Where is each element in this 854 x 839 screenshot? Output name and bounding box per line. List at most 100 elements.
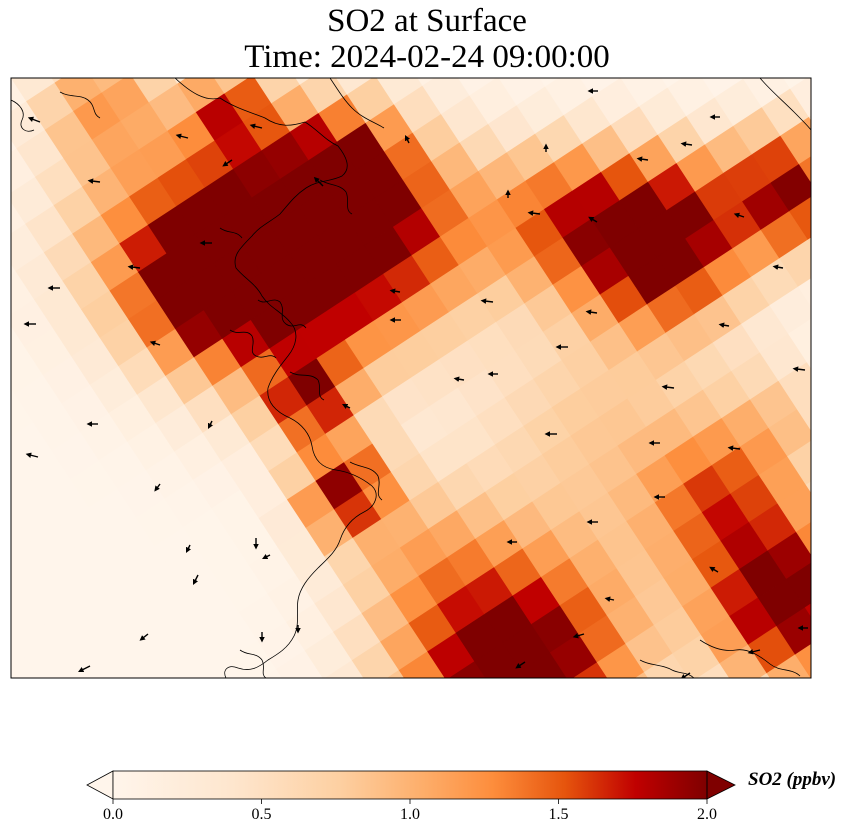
- so2-grid-cell: [770, 163, 811, 212]
- so2-grid-cell: [386, 669, 405, 678]
- colorbar-tick-1: 0.5: [251, 806, 272, 823]
- so2-grid-cell: [769, 286, 811, 335]
- wind-arrow: [185, 544, 192, 554]
- so2-grid-cell: [794, 644, 811, 678]
- wind-arrow: [453, 376, 465, 382]
- so2-grid-cell: [787, 440, 811, 486]
- so2-grid-cell: [768, 408, 811, 457]
- wind-arrow: [87, 178, 101, 184]
- wind-arrow: [604, 596, 615, 602]
- wind-arrow: [747, 649, 761, 655]
- wind-arrow: [572, 633, 585, 639]
- wind-arrow: [733, 212, 745, 219]
- so2-grid-cell: [398, 651, 446, 678]
- so2-grid-cell: [417, 78, 436, 87]
- wind-arrow: [77, 665, 91, 673]
- so2-grid-cell: [324, 659, 365, 678]
- so2-grid-cell: [200, 659, 243, 678]
- so2-grid-cell: [51, 78, 63, 84]
- so2-grid-cell: [295, 78, 312, 86]
- wind-arrow: [25, 452, 39, 458]
- so2-grid-cell: [457, 78, 498, 97]
- colorbar-tick-4: 2.0: [697, 806, 717, 823]
- so2-grid-cell: [766, 654, 811, 678]
- so2-grid-cell: [807, 237, 811, 245]
- wind-arrow: [404, 134, 411, 144]
- so2-grid-cell: [92, 78, 125, 94]
- wind-arrow: [175, 133, 189, 139]
- wind-arrow: [718, 322, 730, 328]
- so2-grid-cell: [783, 78, 808, 90]
- wind-arrow: [389, 288, 401, 294]
- map-frame: [10, 77, 812, 679]
- so2-grid-cell: [521, 652, 568, 678]
- so2-grid-cell: [798, 156, 811, 183]
- so2-grid-cell: [697, 662, 730, 678]
- wind-arrow: [636, 156, 649, 162]
- colorbar-tick-2: 1.0: [400, 806, 420, 823]
- wind-arrow: [527, 210, 541, 216]
- so2-grid-cell: [336, 78, 374, 96]
- so2-grid-cell: [14, 666, 39, 678]
- wind-arrow: [154, 483, 161, 492]
- so2-grid-cell: [789, 196, 811, 241]
- wind-arrow: [792, 366, 806, 372]
- so2-grid-cell: [767, 531, 811, 580]
- so2-grid-cell: [795, 522, 811, 555]
- so2-grid-cell: [448, 660, 486, 678]
- colorbar-max-extend: [706, 770, 736, 800]
- so2-grid-cell: [788, 318, 811, 363]
- wind-arrow: [772, 264, 784, 270]
- so2-grid-cell: [806, 359, 811, 369]
- wind-arrow: [585, 309, 598, 315]
- wind-arrow: [680, 672, 691, 678]
- wind-arrow: [149, 340, 161, 347]
- wind-arrow: [261, 553, 271, 560]
- wind-arrow: [313, 176, 324, 187]
- colorbar-tick-3: 1.5: [548, 806, 569, 823]
- wind-arrow: [515, 661, 526, 669]
- so2-grid-cell: [779, 239, 811, 288]
- wind-arrow: [249, 123, 263, 129]
- so2-grid-cell: [214, 78, 250, 95]
- wind-arrow: [588, 216, 598, 223]
- wind-arrow: [127, 264, 141, 270]
- so2-grid-cell: [262, 668, 283, 678]
- wind-arrow: [207, 420, 214, 430]
- so2-grid-cell: [805, 481, 811, 493]
- so2-grid-cell: [138, 667, 161, 678]
- so2-grid-cell: [78, 658, 121, 678]
- so2-grid-cell: [539, 78, 560, 88]
- wind-arrow: [709, 566, 719, 573]
- colorbar-label: SO2 (ppbv): [748, 769, 837, 790]
- so2-grid-cell: [780, 116, 811, 165]
- map-title: SO2 at Surface: [327, 3, 527, 39]
- wind-arrow: [480, 298, 494, 304]
- colorbar-tick-0: 0.0: [103, 806, 123, 823]
- wind-arrow: [727, 445, 741, 451]
- so2-grid-cell: [276, 650, 324, 678]
- so2-grid-cell: [790, 78, 811, 118]
- wind-arrow: [680, 141, 693, 147]
- colorbar-gradient: [113, 771, 707, 799]
- so2-grid-cell: [786, 562, 811, 608]
- wind-arrow: [139, 633, 149, 641]
- map-time: Time: 2024-02-24 09:00:00: [244, 39, 610, 75]
- wind-arrow: [27, 116, 41, 123]
- so2-grid-cell: [510, 670, 527, 678]
- so2-grid-cell: [796, 400, 811, 431]
- wind-arrow: [661, 384, 675, 390]
- wind-vectors: [23, 88, 808, 678]
- so2-field: [11, 78, 811, 678]
- colorbar-min-extend: [86, 770, 114, 800]
- so2-grid-cell: [804, 603, 811, 617]
- so2-grid-cell: [153, 649, 202, 678]
- wind-arrow: [192, 574, 199, 586]
- wind-arrow: [341, 403, 351, 410]
- so2-grid-cell: [572, 661, 608, 678]
- so2-grid-cell: [776, 607, 811, 656]
- wind-arrow: [222, 159, 233, 167]
- so2-grid-cell: [777, 484, 811, 533]
